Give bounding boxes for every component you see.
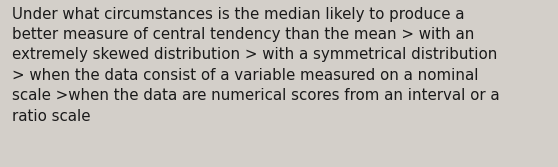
- Text: Under what circumstances is the median likely to produce a
better measure of cen: Under what circumstances is the median l…: [12, 7, 500, 124]
